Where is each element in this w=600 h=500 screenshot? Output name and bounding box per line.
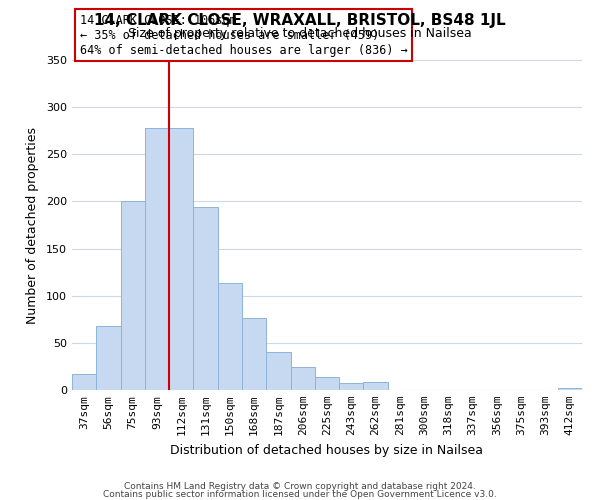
Bar xyxy=(72,374,96,390)
Text: 14 CLARK CLOSE: 106sqm
← 35% of detached houses are smaller (459)
64% of semi-de: 14 CLARK CLOSE: 106sqm ← 35% of detached… xyxy=(80,14,407,56)
Bar xyxy=(290,368,315,390)
X-axis label: Distribution of detached houses by size in Nailsea: Distribution of detached houses by size … xyxy=(170,444,484,456)
Text: 14, CLARK CLOSE, WRAXALL, BRISTOL, BS48 1JL: 14, CLARK CLOSE, WRAXALL, BRISTOL, BS48 … xyxy=(94,12,506,28)
Bar xyxy=(339,384,364,390)
Bar xyxy=(145,128,169,390)
Bar xyxy=(96,326,121,390)
Bar xyxy=(266,352,290,390)
Bar xyxy=(242,318,266,390)
Y-axis label: Number of detached properties: Number of detached properties xyxy=(26,126,39,324)
Bar xyxy=(121,202,145,390)
Bar xyxy=(193,207,218,390)
Bar xyxy=(218,284,242,390)
Text: Contains public sector information licensed under the Open Government Licence v3: Contains public sector information licen… xyxy=(103,490,497,499)
Bar xyxy=(169,128,193,390)
Text: Size of property relative to detached houses in Nailsea: Size of property relative to detached ho… xyxy=(128,28,472,40)
Text: Contains HM Land Registry data © Crown copyright and database right 2024.: Contains HM Land Registry data © Crown c… xyxy=(124,482,476,491)
Bar xyxy=(364,382,388,390)
Bar xyxy=(315,377,339,390)
Bar xyxy=(558,388,582,390)
